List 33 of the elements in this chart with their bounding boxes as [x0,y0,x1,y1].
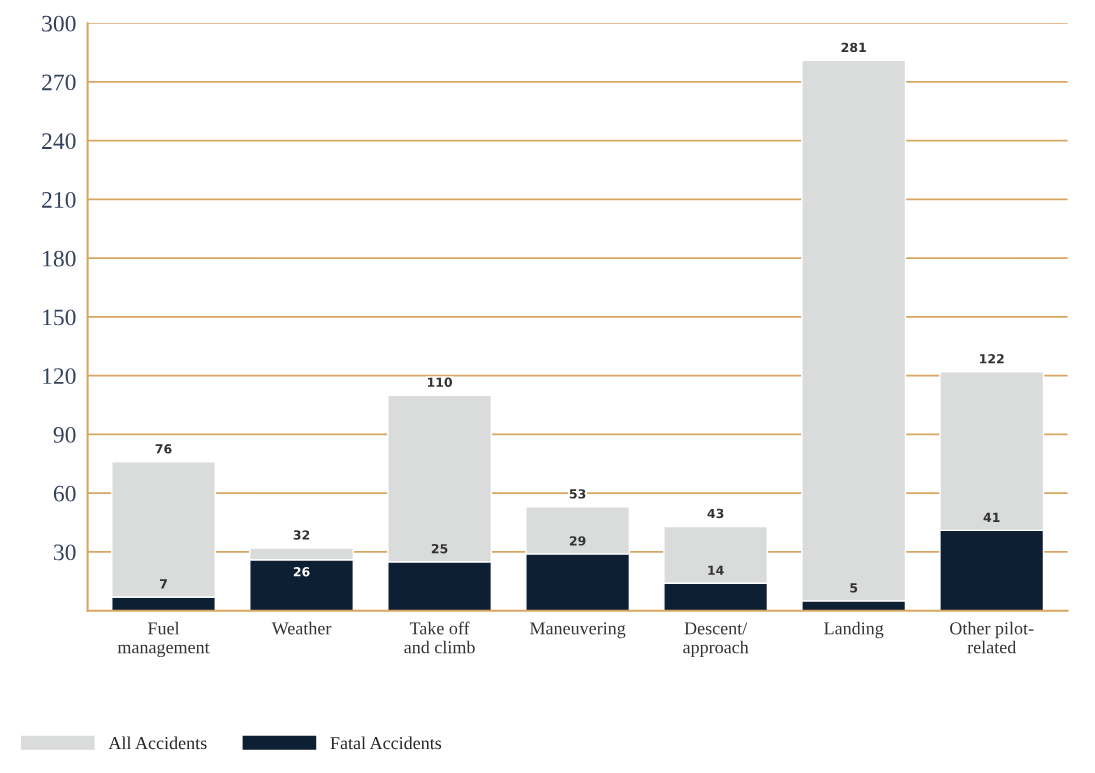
y-tick-label: 300 [42,15,76,32]
data-label: 5 [850,583,858,593]
x-tick-label: Weather [271,621,332,635]
y-tick-label: 210 [42,191,76,208]
data-label: 7 [160,579,167,589]
y-tick-label: 240 [42,133,76,150]
data-label: 41 [983,512,1000,522]
y-tick-label: 60 [53,485,76,502]
x-tick-label: Landing [824,621,884,639]
y-tick-label: 120 [43,368,76,385]
total-label: 43 [707,508,724,519]
y-tick-label: 150 [43,309,76,326]
x-tick-label: Other pilot- related [950,621,1034,654]
total-label: 76 [155,444,172,454]
x-tick-label: Take off and climb [404,621,475,654]
y-tick-label: 30 [54,544,76,561]
x-tick-label: Fuel management [117,621,210,658]
legend-label: All Accidents [108,736,207,750]
x-tick-label: Maneuvering [530,622,626,639]
legend-label: Fatal Accidents [330,736,442,750]
y-tick-label: 90 [53,426,76,443]
total-label: 32 [293,530,310,540]
x-tick-label: Descent/ approach [683,622,749,658]
total-label: 110 [427,377,453,387]
y-tick-label: 180 [43,250,76,267]
data-label: 14 [708,565,724,575]
y-tick-label: 270 [42,74,76,91]
total-label: 53 [569,489,586,499]
data-label: 25 [431,543,448,554]
data-label: 29 [569,536,586,546]
total-label: 281 [841,42,866,53]
total-label: 122 [980,354,1004,364]
data-label: 26 [293,567,310,577]
